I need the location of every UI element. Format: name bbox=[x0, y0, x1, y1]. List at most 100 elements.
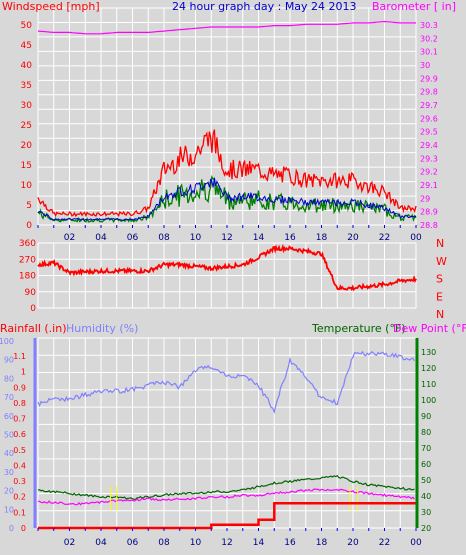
compass-point-label: S bbox=[436, 273, 443, 286]
wind-baro-grid bbox=[37, 7, 417, 226]
temperature-axis-label: Temperature (°F) bbox=[311, 322, 406, 335]
axis-tick-label: 70 bbox=[421, 444, 431, 453]
axis-tick-label: 130 bbox=[421, 348, 436, 357]
time-tick-label: 00 bbox=[410, 538, 422, 548]
axis-tick-label: 30.2 bbox=[420, 34, 438, 43]
time-tick-label: 16 bbox=[284, 538, 296, 548]
wind-direction-line bbox=[37, 243, 417, 292]
axis-tick-label: 10 bbox=[4, 505, 14, 514]
axis-tick-label: 120 bbox=[421, 364, 436, 373]
axis-tick-label: 50 bbox=[4, 431, 14, 440]
time-tick-label: 00 bbox=[410, 233, 422, 243]
axis-tick-label: 80 bbox=[4, 374, 14, 383]
axis-tick-label: 29.8 bbox=[420, 88, 438, 97]
compass-point-label: N bbox=[436, 237, 444, 250]
panel3-time-ticks: 02 04 06 08 10 12 14 16 18 20 22 00 bbox=[37, 528, 422, 548]
gust-speed-line bbox=[37, 129, 417, 218]
axis-tick-label: 29.3 bbox=[420, 154, 438, 163]
axis-tick-label: 270 bbox=[19, 255, 36, 265]
axis-tick-label: 360 bbox=[19, 239, 36, 249]
axis-tick-label: 50 bbox=[21, 21, 33, 31]
axis-tick-label: 1 bbox=[21, 368, 26, 377]
axis-tick-label: 0.8 bbox=[13, 399, 26, 408]
axis-tick-label: 0 bbox=[30, 304, 36, 314]
direction-series bbox=[37, 243, 417, 292]
time-tick-label: 18 bbox=[316, 538, 328, 548]
axis-tick-label: 90 bbox=[421, 412, 431, 421]
time-tick-label: 12 bbox=[221, 538, 232, 548]
axis-tick-label: 10 bbox=[21, 181, 33, 191]
axis-tick-label: 30 bbox=[21, 101, 33, 111]
axis-tick-label: 29.7 bbox=[420, 101, 438, 110]
chart-title: 24 hour graph day : May 24 2013 bbox=[172, 0, 357, 13]
temperature-line bbox=[37, 474, 415, 500]
temperature-tick-labels: 130 120 110 100 90 80 70 60 50 40 30 20 bbox=[421, 348, 436, 533]
time-tick-label: 14 bbox=[253, 233, 265, 243]
axis-tick-label: 20 bbox=[421, 524, 431, 533]
direction-grid bbox=[37, 242, 417, 309]
axis-tick-label: 29.4 bbox=[420, 141, 438, 150]
time-tick-label: 10 bbox=[190, 233, 202, 243]
time-tick-label: 08 bbox=[158, 233, 170, 243]
axis-tick-label: 30 bbox=[421, 508, 431, 517]
axis-tick-label: 0 bbox=[26, 221, 32, 231]
axis-tick-label: 90 bbox=[25, 288, 37, 298]
axis-tick-label: 35 bbox=[21, 81, 32, 91]
axis-tick-label: 15 bbox=[21, 161, 32, 171]
time-tick-label: 04 bbox=[95, 538, 107, 548]
axis-tick-label: 0.4 bbox=[13, 461, 26, 470]
axis-tick-label: 70 bbox=[4, 393, 14, 402]
rainfall-axis-label: Rainfall (.in) bbox=[0, 322, 67, 335]
axis-tick-label: 180 bbox=[19, 272, 36, 282]
time-tick-label: 20 bbox=[347, 233, 359, 243]
axis-tick-label: 100 bbox=[421, 396, 436, 405]
windspeed-axis-label: Windspeed [mph] bbox=[2, 0, 100, 13]
axis-tick-label: 28.8 bbox=[420, 221, 438, 230]
axis-tick-label: 60 bbox=[4, 412, 14, 421]
axis-tick-label: 0.6 bbox=[13, 430, 26, 439]
time-tick-label: 02 bbox=[64, 233, 75, 243]
time-tick-label: 14 bbox=[253, 538, 265, 548]
panel1-time-ticks: 02 04 06 08 10 12 14 16 18 20 22 00 bbox=[37, 225, 422, 243]
axis-tick-label: 30 bbox=[420, 61, 430, 70]
axis-tick-label: 29.2 bbox=[420, 168, 438, 177]
barometer-line bbox=[37, 20, 416, 35]
axis-tick-label: 20 bbox=[21, 141, 33, 151]
axis-tick-label: 40 bbox=[21, 61, 33, 71]
axis-tick-label: 0 bbox=[21, 524, 26, 533]
time-tick-label: 06 bbox=[127, 233, 139, 243]
axis-tick-label: 40 bbox=[4, 449, 14, 458]
axis-tick-label: 29.6 bbox=[420, 114, 438, 123]
axis-tick-label: 0.9 bbox=[13, 383, 26, 392]
axis-tick-label: 29.1 bbox=[420, 181, 438, 190]
time-tick-label: 22 bbox=[379, 233, 390, 243]
axis-tick-label: 40 bbox=[421, 492, 431, 501]
humidity-axis-label: Humidity (%) bbox=[66, 322, 138, 335]
axis-tick-label: 30 bbox=[4, 468, 14, 477]
axis-tick-label: 30.3 bbox=[420, 21, 438, 30]
time-tick-label: 06 bbox=[127, 538, 139, 548]
axis-tick-label: 0.3 bbox=[13, 477, 26, 486]
axis-tick-label: 29.5 bbox=[420, 128, 438, 137]
time-tick-label: 22 bbox=[379, 538, 390, 548]
direction-tick-labels: 360 270 180 90 0 bbox=[19, 239, 36, 314]
barometer-tick-labels: 30.3 30.2 30.1 30 29.9 29.8 29.7 29.6 29.5 29.4 29… bbox=[420, 21, 438, 230]
barometer-axis-label: Barometer [ in] bbox=[372, 0, 456, 13]
axis-tick-label: 0.1 bbox=[13, 508, 26, 517]
compass-point-label: N bbox=[436, 308, 444, 321]
axis-tick-label: 30.1 bbox=[420, 48, 438, 57]
axis-tick-label: 80 bbox=[421, 428, 431, 437]
axis-tick-label: 5 bbox=[26, 201, 32, 211]
compass-point-label: W bbox=[436, 255, 447, 268]
rain-humidity-series bbox=[37, 350, 416, 530]
rainfall-line bbox=[38, 501, 416, 530]
dewpoint-line bbox=[37, 488, 415, 506]
compass-point-label: E bbox=[436, 290, 443, 303]
axis-tick-label: 0.7 bbox=[13, 415, 26, 424]
time-tick-label: 02 bbox=[64, 538, 75, 548]
axis-tick-label: 29.9 bbox=[420, 74, 438, 83]
axis-tick-label: 90 bbox=[4, 356, 14, 365]
time-tick-label: 20 bbox=[347, 538, 359, 548]
